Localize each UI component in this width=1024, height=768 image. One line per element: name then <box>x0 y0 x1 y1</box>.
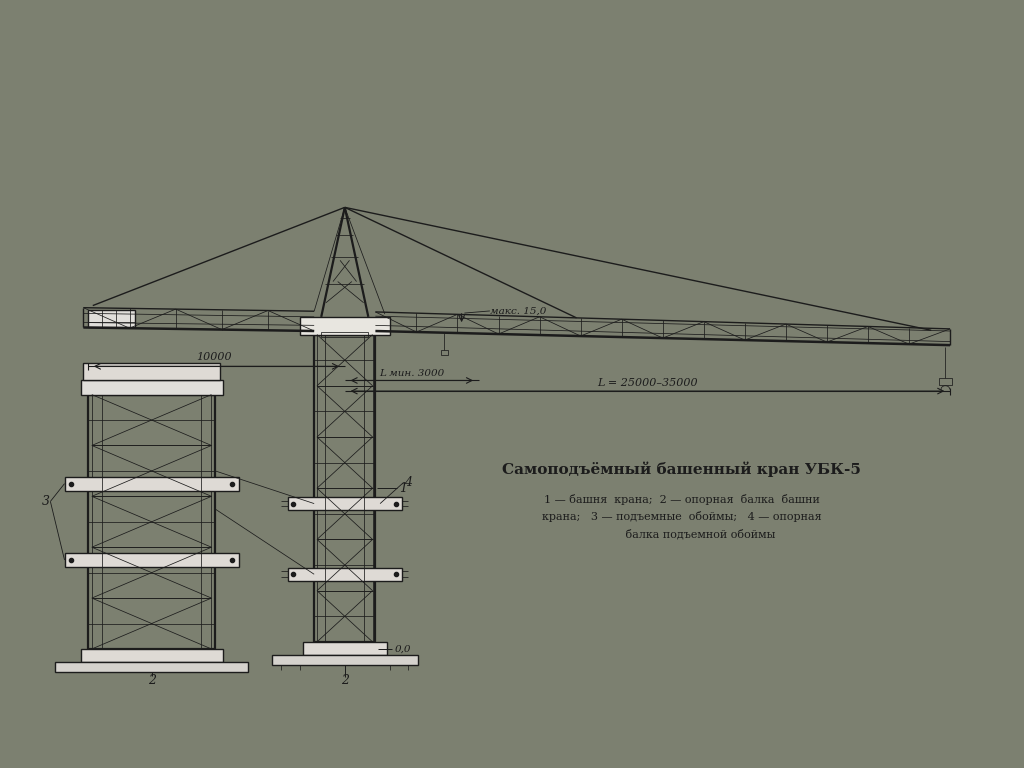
Bar <box>314 335 376 642</box>
Text: 10000: 10000 <box>197 352 231 362</box>
Bar <box>322 333 369 336</box>
Bar <box>65 477 239 491</box>
Bar <box>317 335 373 386</box>
Bar <box>81 380 223 395</box>
Bar <box>83 362 220 380</box>
Bar <box>300 317 389 335</box>
Bar <box>92 445 212 496</box>
Text: крана;   3 — подъемные  обоймы;   4 — опорная: крана; 3 — подъемные обоймы; 4 — опорная <box>542 511 821 522</box>
Text: 4: 4 <box>403 476 412 489</box>
Text: 1: 1 <box>399 482 407 495</box>
Bar <box>288 497 401 510</box>
Text: балка подъемной обоймы: балка подъемной обоймы <box>588 529 776 539</box>
Text: L мин. 3000: L мин. 3000 <box>379 369 444 378</box>
Bar <box>317 591 373 642</box>
Bar <box>92 598 212 649</box>
Text: макс. 15,0: макс. 15,0 <box>489 306 546 316</box>
Bar <box>81 649 223 662</box>
Bar <box>88 310 135 327</box>
Bar <box>317 488 373 539</box>
Bar <box>271 654 418 664</box>
Text: 3: 3 <box>42 495 50 508</box>
Bar <box>55 662 248 671</box>
Text: 1 — башня  крана;  2 — опорная  балка  башни: 1 — башня крана; 2 — опорная балка башни <box>544 494 819 505</box>
Bar <box>65 553 239 567</box>
Text: 2: 2 <box>147 674 156 687</box>
Bar <box>317 539 373 591</box>
Bar <box>317 437 373 488</box>
Bar <box>288 568 401 581</box>
Bar <box>303 642 387 654</box>
Bar <box>92 548 212 598</box>
Bar <box>939 379 952 386</box>
Bar <box>92 496 212 548</box>
Bar <box>92 395 212 445</box>
Text: 0,0: 0,0 <box>394 644 411 654</box>
Bar <box>317 386 373 437</box>
Bar <box>88 395 215 649</box>
Text: L = 25000–35000: L = 25000–35000 <box>597 378 697 389</box>
Text: 2: 2 <box>341 674 349 687</box>
Text: Самоподъёмный башенный кран УБК-5: Самоподъёмный башенный кран УБК-5 <box>502 461 861 476</box>
Bar <box>440 350 449 355</box>
